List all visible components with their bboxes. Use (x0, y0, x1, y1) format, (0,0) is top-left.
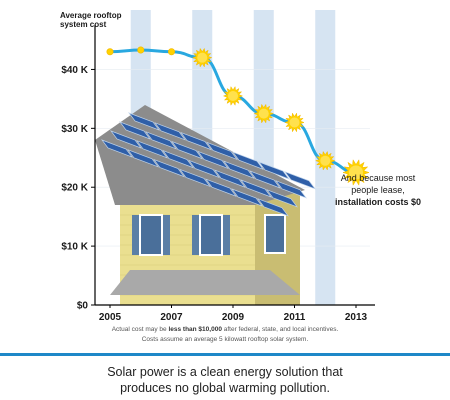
y-tick-label: $20 K (61, 183, 88, 194)
data-point-2006 (137, 46, 145, 54)
footnote-line-2: Costs assume an average 5 kilowatt rooft… (141, 336, 309, 343)
solar-panel (205, 178, 237, 197)
solar-panel (223, 160, 255, 179)
sun-marker-2012 (315, 150, 336, 171)
x-tick-label: 2005 (99, 312, 122, 322)
sun-core (349, 165, 363, 180)
data-point-2005 (106, 48, 114, 56)
x-tick-label: 2013 (345, 312, 368, 322)
solar-panel (154, 122, 186, 141)
sun-marker-2010 (253, 103, 274, 124)
solar-panel (275, 180, 307, 199)
divider (0, 353, 450, 356)
solar-panel (110, 130, 142, 149)
solar-panel (171, 140, 203, 160)
solar-panel (188, 159, 220, 179)
porch-roof (110, 270, 300, 295)
sun-core (258, 108, 269, 119)
sun-core (320, 155, 331, 166)
house-illustration (95, 105, 316, 305)
sun-core (197, 52, 208, 63)
solar-panel (101, 139, 133, 158)
y-tick-label: $0 (77, 301, 89, 312)
sun-core (228, 90, 238, 101)
tagline-line-1: Solar power is a clean energy solution t… (107, 365, 343, 379)
solar-panel (284, 171, 316, 190)
annotation-line-3: installation costs $0 (335, 197, 421, 207)
annotation-line-2: people lease, (351, 185, 405, 195)
y-tick-label: $30 K (61, 124, 88, 135)
solar-panel (128, 112, 160, 131)
sun-marker-2013 (342, 159, 370, 186)
solar-panel (206, 141, 238, 161)
y-tick-label: $40 K (61, 65, 88, 76)
x-tick-label: 2011 (284, 312, 306, 322)
x-tick-labels: 2005 2007 2009 2011 2013 (99, 312, 368, 322)
data-point-2007 (168, 48, 176, 56)
sun-marker-2011 (284, 112, 305, 133)
footnote-prefix: Actual cost may be (111, 326, 169, 333)
solar-panel (153, 158, 185, 178)
y-tick-label: $10 K (61, 242, 88, 253)
solar-panel (257, 198, 289, 217)
tagline-line-2: produces no global warming pollution. (120, 381, 330, 395)
solar-panel (179, 168, 211, 188)
solar-panel (214, 169, 246, 188)
house-roof (95, 105, 305, 205)
y-tick-labels: $0 $10 K $20 K $30 K $40 K (61, 65, 88, 312)
sun-core (289, 117, 300, 128)
annotation-line-1: And because most (341, 173, 416, 183)
solar-panels (101, 112, 316, 217)
series-label-line-2: system cost (60, 20, 107, 29)
sun-marker-2009 (222, 85, 244, 106)
solar-panel (240, 179, 272, 198)
solar-panel (232, 151, 264, 170)
series-label-line-1: Average rooftop (60, 11, 122, 20)
x-tick-label: 2009 (222, 312, 245, 322)
footnote-bold: less than $10,000 (168, 326, 222, 333)
solar-panel (119, 121, 151, 140)
solar-panel (180, 131, 212, 151)
solar-panel (136, 140, 168, 159)
solar-panel (145, 131, 177, 150)
solar-panel (231, 188, 263, 207)
x-tick-label: 2007 (160, 312, 183, 322)
footnote-line-1: Actual cost may be less than $10,000 aft… (0, 326, 450, 333)
solar-panel (258, 161, 290, 180)
axes (91, 25, 375, 308)
sun-marker-2008 (192, 47, 213, 68)
solar-panel (162, 149, 194, 169)
solar-panel (127, 149, 159, 168)
solar-panel (266, 189, 298, 208)
sun-markers (106, 46, 370, 186)
solar-cost-chart: $0$10 K$20 K$30 K$40 K 2005 2007 2009 2011 2… (60, 10, 421, 322)
solar-panel (197, 150, 229, 170)
solar-panel (249, 170, 281, 189)
footnote-suffix: after federal, state, and local incentiv… (221, 326, 339, 333)
house-windows (132, 214, 286, 256)
